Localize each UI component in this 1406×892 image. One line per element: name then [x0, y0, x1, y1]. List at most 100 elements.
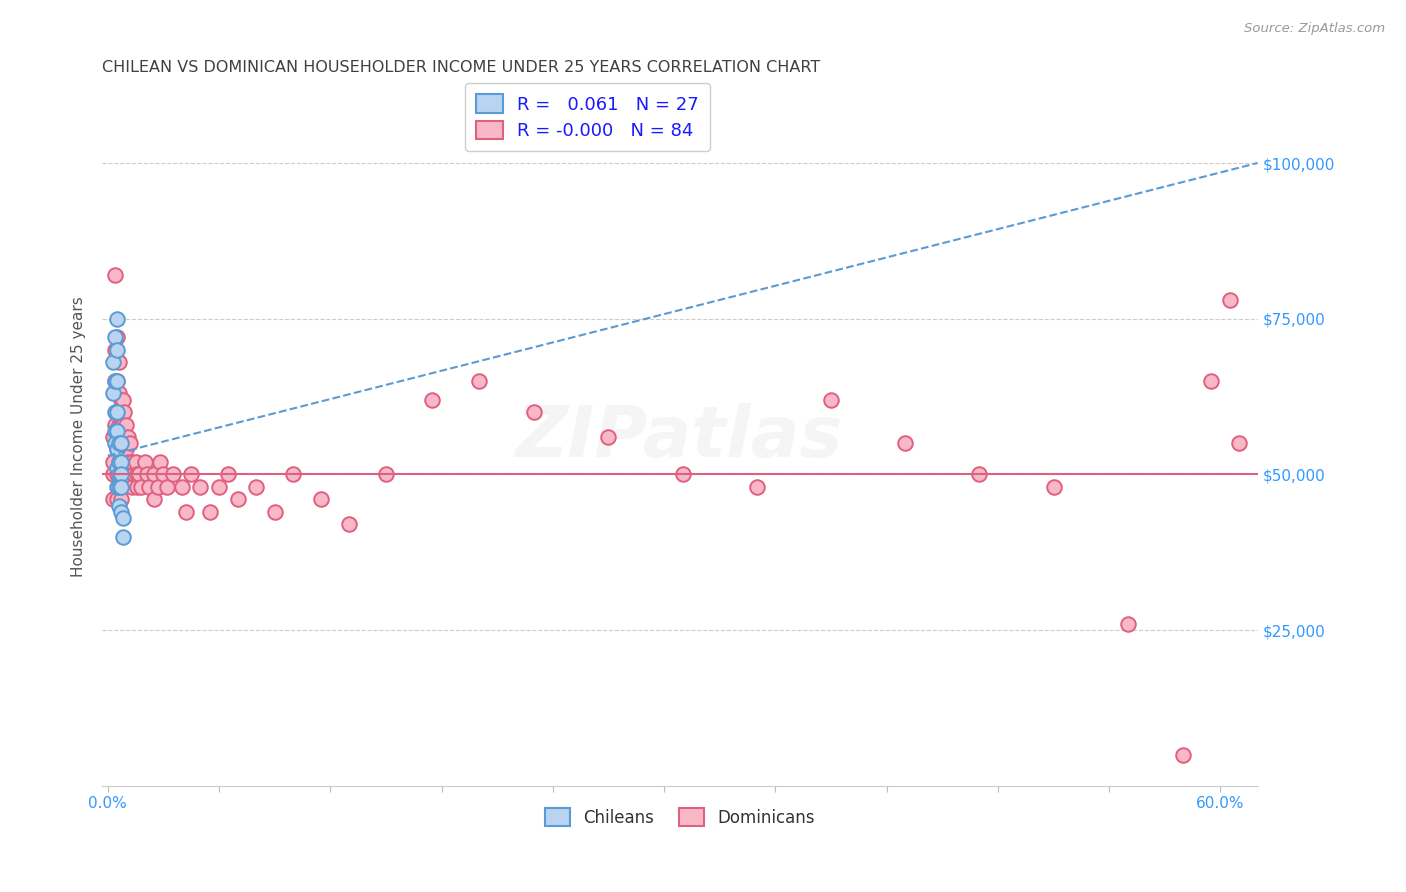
Point: [127, 467, 149, 482]
Point: [111, 442, 134, 457]
Point: [198, 505, 221, 519]
Point: [110, 436, 132, 450]
Point: [114, 405, 136, 419]
Point: [110, 392, 132, 407]
Point: [103, 455, 125, 469]
Point: [105, 442, 128, 457]
Point: [110, 442, 132, 457]
Point: [111, 530, 134, 544]
Point: [103, 430, 125, 444]
Point: [162, 467, 184, 482]
Point: [105, 461, 128, 475]
Point: [121, 455, 143, 469]
Point: [104, 436, 127, 450]
Point: [1199, 374, 1222, 388]
Point: [226, 492, 249, 507]
Point: [105, 424, 128, 438]
Point: [156, 480, 179, 494]
Point: [108, 455, 131, 469]
Point: [108, 480, 131, 494]
Point: [138, 480, 160, 494]
Point: [108, 467, 131, 482]
Point: [127, 480, 149, 494]
Point: [129, 480, 152, 494]
Point: [170, 480, 193, 494]
Point: [1227, 436, 1250, 450]
Point: [105, 405, 128, 419]
Point: [1116, 616, 1139, 631]
Point: [217, 467, 239, 482]
Point: [105, 405, 128, 419]
Point: [104, 268, 127, 282]
Point: [105, 311, 128, 326]
Point: [105, 467, 128, 482]
Point: [105, 374, 128, 388]
Point: [114, 455, 136, 469]
Point: [121, 480, 143, 494]
Point: [124, 455, 146, 469]
Point: [108, 355, 131, 369]
Point: [105, 343, 128, 357]
Point: [114, 430, 136, 444]
Point: [103, 492, 125, 507]
Point: [122, 467, 145, 482]
Point: [190, 480, 212, 494]
Point: [104, 405, 127, 419]
Point: [283, 467, 305, 482]
Point: [337, 517, 360, 532]
Point: [143, 467, 166, 482]
Point: [105, 424, 128, 438]
Point: [105, 330, 128, 344]
Point: [104, 417, 127, 432]
Point: [128, 467, 150, 482]
Point: [420, 392, 443, 407]
Point: [374, 467, 396, 482]
Point: [104, 330, 127, 344]
Point: [115, 442, 138, 457]
Point: [118, 436, 141, 450]
Point: [105, 492, 128, 507]
Point: [111, 392, 134, 407]
Point: [174, 505, 197, 519]
Point: [104, 343, 127, 357]
Point: [115, 467, 138, 482]
Point: [309, 492, 332, 507]
Point: [134, 455, 156, 469]
Point: [894, 436, 917, 450]
Point: [820, 392, 842, 407]
Point: [143, 492, 166, 507]
Point: [1219, 293, 1241, 307]
Point: [180, 467, 202, 482]
Point: [110, 492, 132, 507]
Point: [108, 436, 131, 450]
Point: [104, 374, 127, 388]
Point: [110, 455, 132, 469]
Point: [105, 480, 128, 494]
Point: [117, 430, 139, 444]
Text: CHILEAN VS DOMINICAN HOUSEHOLDER INCOME UNDER 25 YEARS CORRELATION CHART: CHILEAN VS DOMINICAN HOUSEHOLDER INCOME …: [103, 60, 821, 75]
Point: [263, 505, 285, 519]
Point: [152, 467, 174, 482]
Point: [135, 467, 157, 482]
Point: [245, 480, 267, 494]
Point: [111, 417, 134, 432]
Point: [598, 430, 620, 444]
Point: [467, 374, 489, 388]
Point: [208, 480, 231, 494]
Point: [115, 417, 138, 432]
Y-axis label: Householder Income Under 25 years: Householder Income Under 25 years: [72, 297, 86, 577]
Point: [110, 480, 132, 494]
Point: [105, 442, 128, 457]
Point: [103, 386, 125, 401]
Point: [108, 417, 131, 432]
Point: [110, 505, 132, 519]
Text: Source: ZipAtlas.com: Source: ZipAtlas.com: [1244, 22, 1385, 36]
Point: [117, 455, 139, 469]
Point: [523, 405, 546, 419]
Point: [110, 467, 132, 482]
Point: [110, 467, 132, 482]
Point: [104, 374, 127, 388]
Point: [672, 467, 695, 482]
Legend: Chileans, Dominicans: Chileans, Dominicans: [538, 802, 821, 833]
Point: [103, 355, 125, 369]
